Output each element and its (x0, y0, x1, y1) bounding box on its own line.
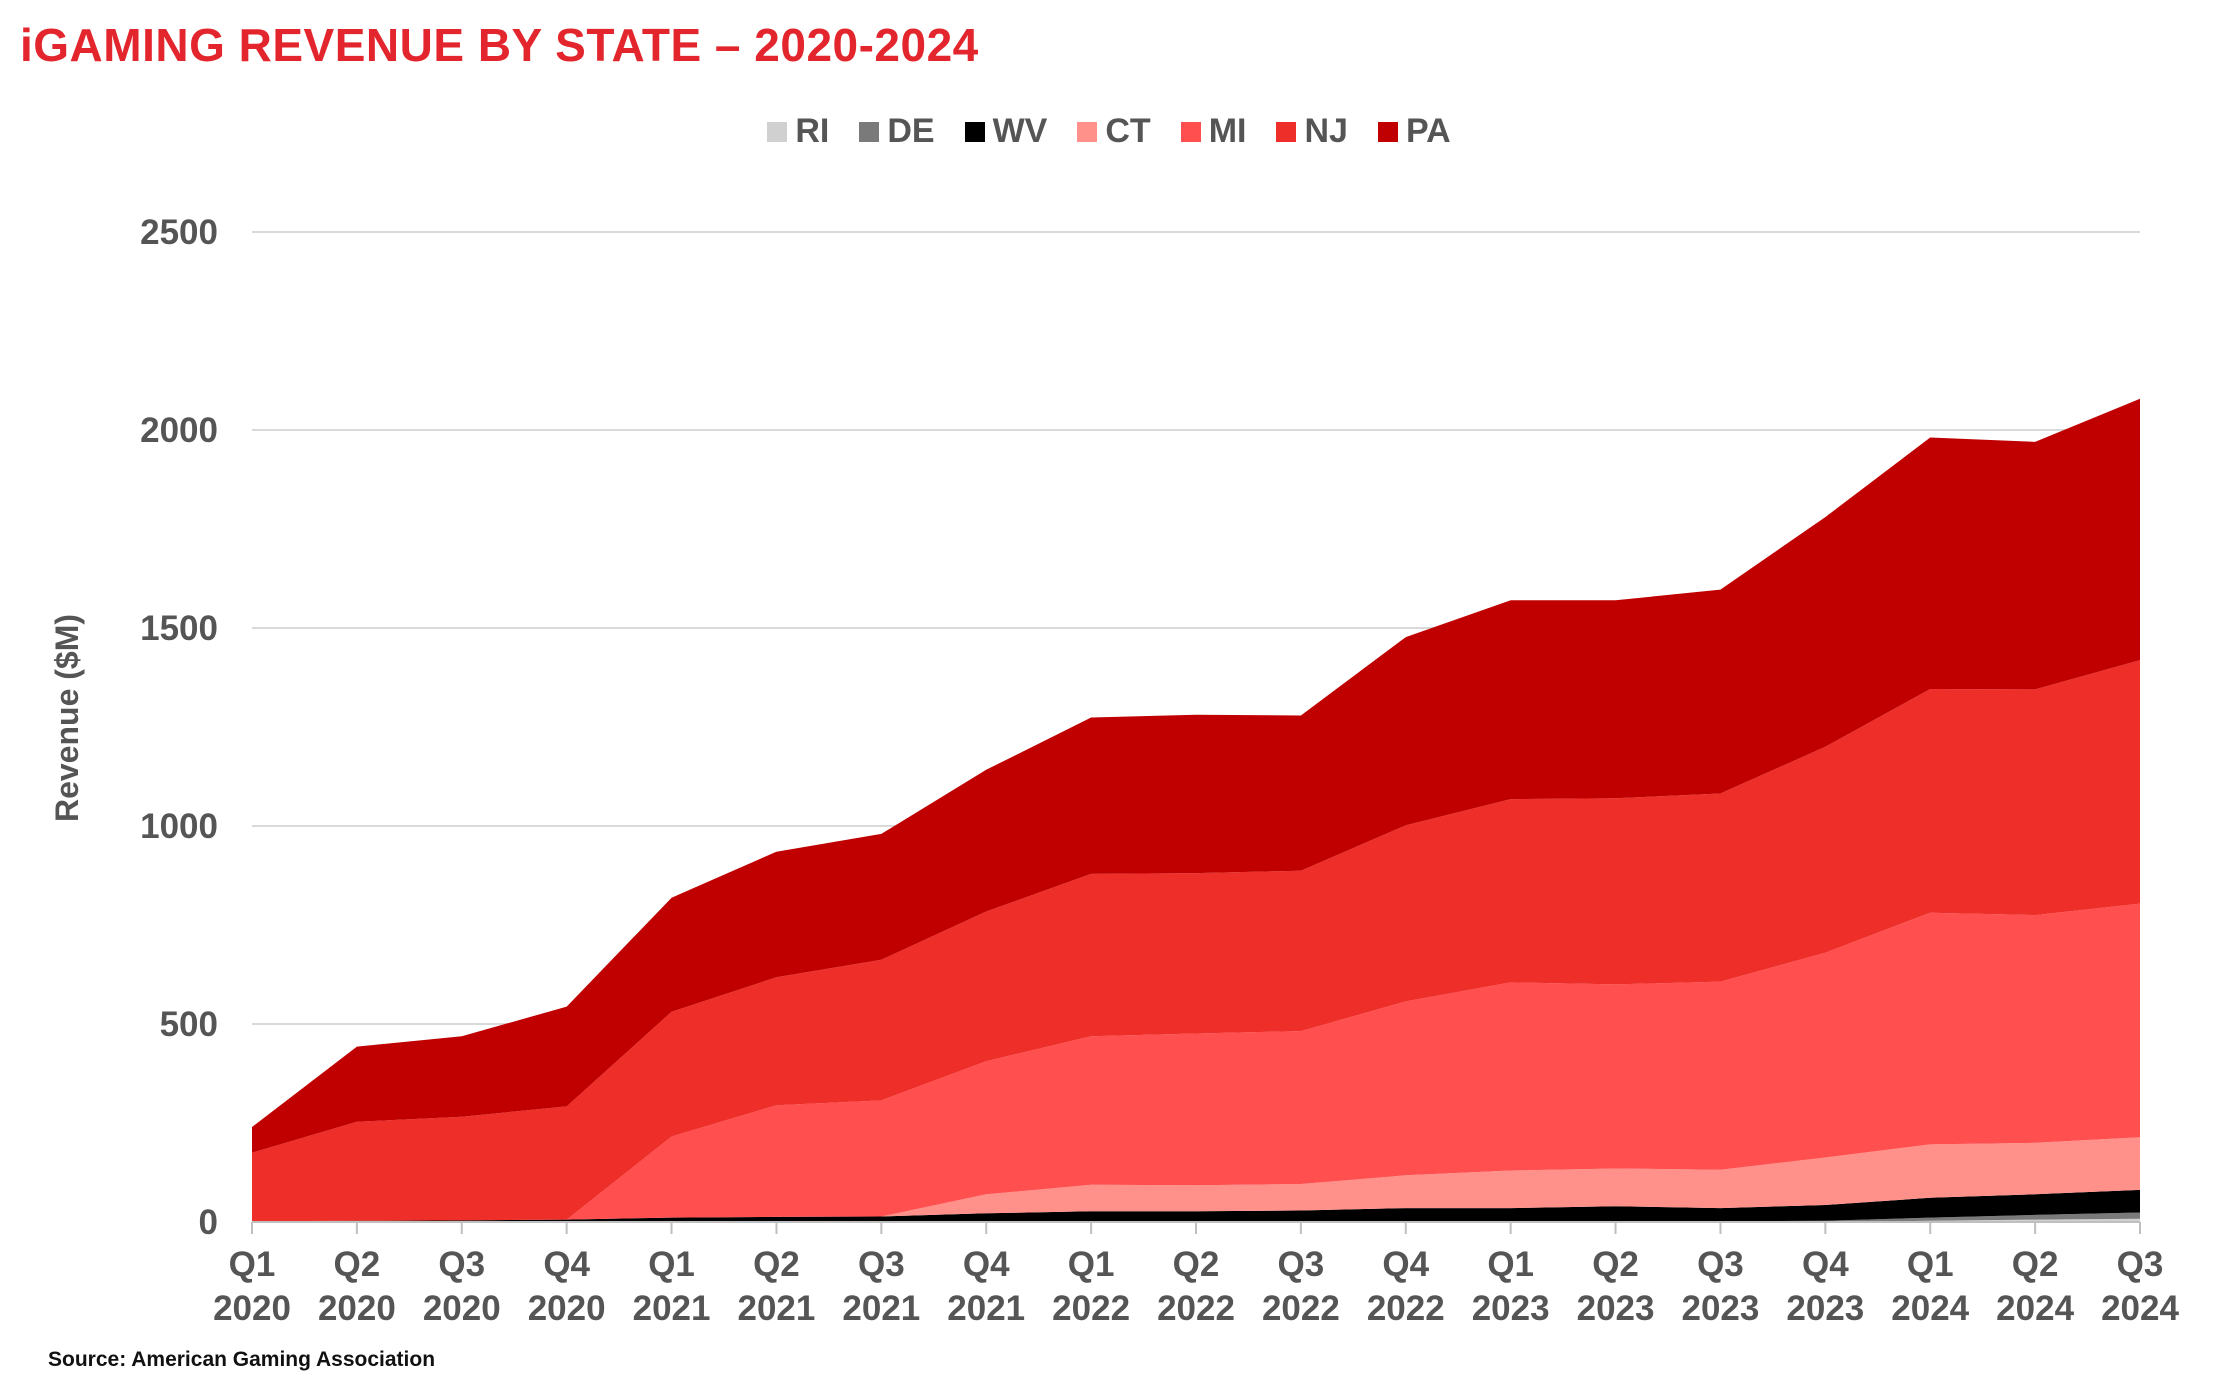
legend-swatch (859, 121, 880, 142)
x-tick-label-year: 2024 (1996, 1289, 2074, 1328)
y-axis-title: Revenue ($M) (49, 614, 85, 822)
y-tick-label: 2000 (140, 411, 218, 450)
x-tick-label-quarter: Q2 (1173, 1245, 1220, 1284)
x-tick-label-quarter: Q2 (334, 1245, 381, 1284)
x-tick-label-quarter: Q4 (1802, 1245, 1849, 1284)
x-tick-label-year: 2023 (1786, 1289, 1864, 1328)
x-tick-label-quarter: Q3 (1697, 1245, 1744, 1284)
x-tick-label-year: 2022 (1157, 1289, 1235, 1328)
x-tick-label-quarter: Q3 (1278, 1245, 1325, 1284)
x-tick-label-year: 2021 (633, 1289, 711, 1328)
legend-item-nj: NJ (1276, 112, 1348, 151)
legend-swatch (1377, 121, 1398, 142)
x-tick-label-year: 2024 (2101, 1289, 2179, 1328)
legend-label: CT (1105, 112, 1151, 150)
legend-item-ct: CT (1077, 112, 1151, 151)
x-tick-label-quarter: Q2 (1592, 1245, 1639, 1284)
x-tick-label-quarter: Q3 (438, 1245, 485, 1284)
legend-label: RI (795, 112, 830, 150)
chart-title: iGAMING REVENUE BY STATE – 2020-2024 (20, 19, 979, 71)
x-tick-label-quarter: Q4 (963, 1245, 1010, 1284)
area-series-pa (252, 398, 2140, 1153)
x-tick-label-quarter: Q4 (543, 1245, 590, 1284)
x-tick-label-year: 2022 (1367, 1289, 1445, 1328)
legend-item-ri: RI (767, 112, 829, 151)
legend-swatch (964, 121, 985, 142)
legend-item-mi: MI (1180, 112, 1247, 151)
legend-item-pa: PA (1377, 112, 1451, 151)
area-series-wv (252, 1189, 2140, 1222)
legend-swatch (1077, 121, 1098, 142)
x-tick-label-quarter: Q2 (753, 1245, 800, 1284)
legend-item-wv: WV (964, 112, 1048, 151)
y-tick-label: 1500 (140, 609, 218, 648)
x-tick-label-quarter: Q3 (2117, 1245, 2164, 1284)
y-tick-label: 1000 (140, 807, 218, 846)
axes: 0 500 1000 1500 2000 2500 Q1 2020 Q2 2020 Q3 2020 Q4… (140, 213, 2179, 1328)
x-tick-label-quarter: Q1 (1487, 1245, 1534, 1284)
x-tick-label-year: 2021 (842, 1289, 920, 1328)
x-tick-label-year: 2021 (947, 1289, 1025, 1328)
area-series-nj (252, 660, 2140, 1222)
x-tick-label-quarter: Q3 (858, 1245, 905, 1284)
stacked-areas (252, 398, 2140, 1222)
x-tick-label-year: 2023 (1577, 1289, 1655, 1328)
x-tick-label-year: 2024 (1891, 1289, 1969, 1328)
legend-item-de: DE (859, 112, 935, 151)
area-series-ct (252, 1137, 2140, 1222)
source-note: Source: American Gaming Association (48, 1348, 436, 1371)
legend-label: WV (992, 112, 1048, 150)
legend: RI DE WV CT MI NJ PA (0, 112, 2218, 151)
x-tick-label-year: 2023 (1682, 1289, 1760, 1328)
y-tick-label: 500 (160, 1005, 218, 1044)
x-tick-label-year: 2022 (1262, 1289, 1340, 1328)
x-tick-label-year: 2020 (213, 1289, 291, 1328)
x-tick-label-year: 2021 (738, 1289, 816, 1328)
x-tick-label-year: 2022 (1052, 1289, 1130, 1328)
x-tick-label-year: 2020 (423, 1289, 501, 1328)
x-tick-label-year: 2020 (528, 1289, 606, 1328)
x-tick-label-quarter: Q2 (2012, 1245, 2059, 1284)
legend-label: DE (887, 112, 935, 150)
x-tick-label-year: 2020 (318, 1289, 396, 1328)
x-tick-label-quarter: Q1 (1907, 1245, 1954, 1284)
y-tick-label: 2500 (140, 213, 218, 252)
legend-label: PA (1405, 112, 1451, 150)
x-tick-label-year: 2023 (1472, 1289, 1550, 1328)
y-tick-label: 0 (199, 1203, 218, 1242)
x-tick-label-quarter: Q1 (648, 1245, 695, 1284)
x-tick-label-quarter: Q4 (1382, 1245, 1429, 1284)
legend-label: MI (1208, 112, 1247, 150)
x-tick-label-quarter: Q1 (229, 1245, 276, 1284)
legend-label: NJ (1304, 112, 1348, 150)
legend-swatch (1180, 121, 1201, 142)
legend-swatch (767, 121, 788, 142)
x-tick-label-quarter: Q1 (1068, 1245, 1115, 1284)
legend-swatch (1276, 121, 1297, 142)
